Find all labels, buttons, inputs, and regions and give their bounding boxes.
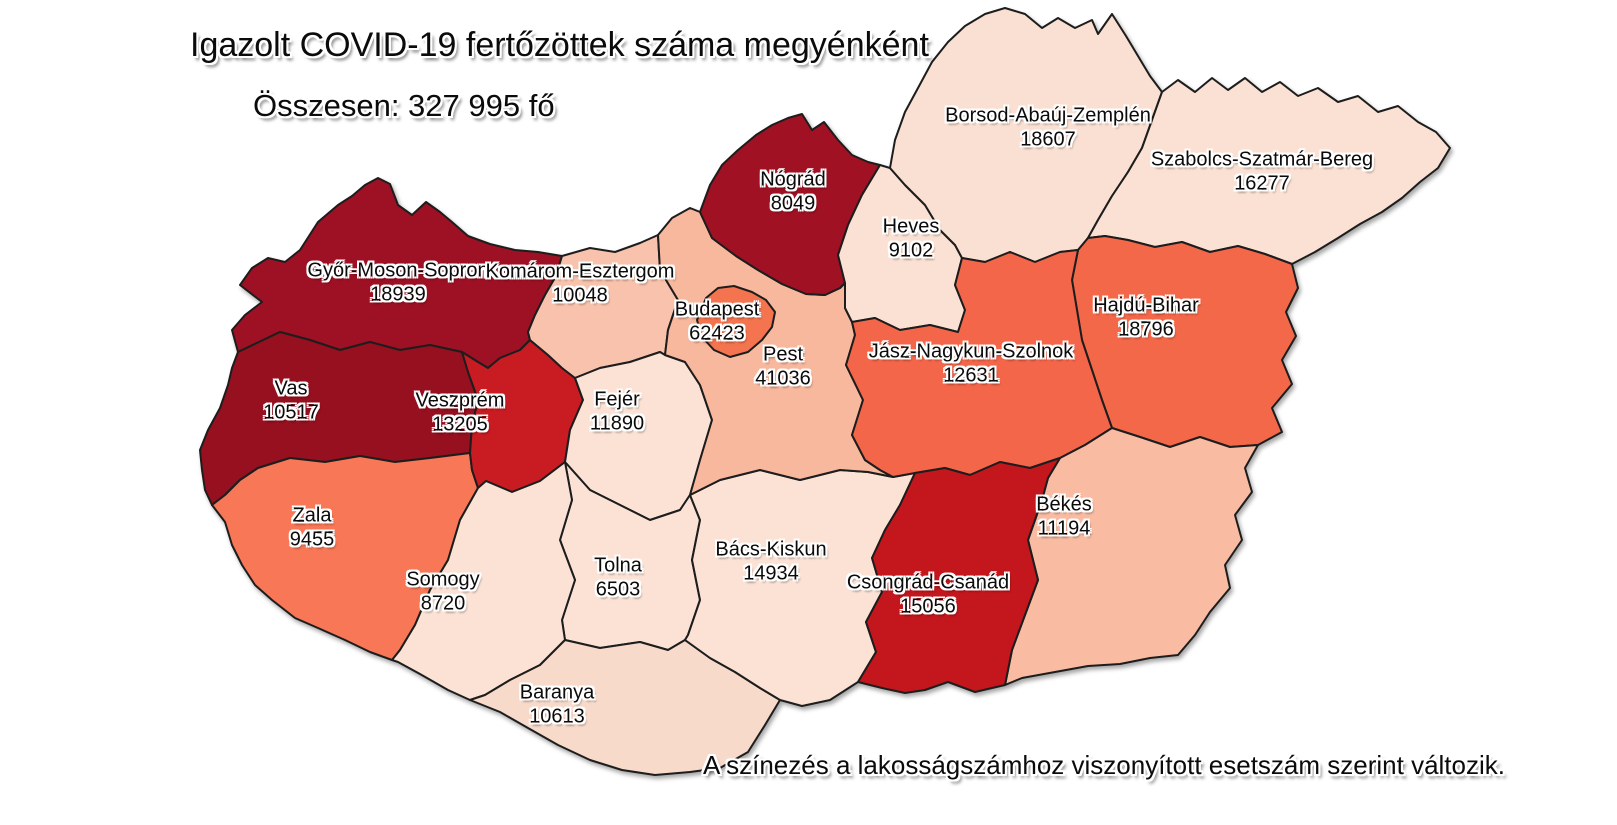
county-label-borsod-abauj-zemplen: Borsod-Abaúj-Zemplén 18607 [945,104,1151,151]
county-name: Zala [292,504,332,527]
county-budapest [696,285,776,358]
county-value: 6503 [595,578,641,600]
county-name: Somogy [406,568,480,591]
county-name: Tolna [594,554,642,577]
county-name: Borsod-Abaúj-Zemplén [945,104,1151,127]
county-name: Vas [274,377,308,400]
county-name: Fejér [594,388,640,411]
county-jasz-nagykun-szolnok [845,249,1113,478]
county-name: Heves [882,215,940,238]
county-name: Békés [1036,493,1092,516]
county-name: Bács-Kiskun [715,538,827,561]
county-value: 13205 [432,413,488,435]
county-label-szabolcs-szatmar-bereg: Szabolcs-Szatmár-Bereg 16277 [1151,148,1373,195]
county-name: Szabolcs-Szatmár-Bereg [1150,148,1374,171]
county-value: 62423 [689,322,745,344]
county-label-bacs-kiskun: Bács-Kiskun 14934 [715,538,826,585]
county-name: Csongrád-Csanád [846,571,1010,594]
county-name: Jász-Nagykun-Szolnok [868,340,1074,363]
county-name: Veszprém [415,389,505,412]
county-value: 14934 [743,562,799,584]
county-name: Nógrád [760,168,826,191]
county-value: 16277 [1234,172,1290,194]
county-value: 10613 [529,705,585,727]
county-value: 11194 [1037,517,1091,539]
county-baranya [469,639,781,776]
county-value: 11890 [589,412,645,434]
county-label-bekes: Békés 11194 [1036,493,1092,540]
page-title: Igazolt COVID-19 fertőzöttek száma megyé… [190,26,929,64]
county-label-fejer: Fejér 11890 [590,388,644,435]
county-name: Budapest [674,298,760,321]
county-label-jasz-nagykun-szolnok: Jász-Nagykun-Szolnok 12631 [869,340,1074,387]
county-value: 8049 [770,192,816,214]
county-value: 18796 [1118,318,1174,340]
county-value: 9102 [888,239,934,261]
county-name: Hajdú-Bihar [1093,294,1199,317]
county-label-vas: Vas 10517 [263,377,319,424]
county-label-csongrad-csanad: Csongrád-Csanád 15056 [847,571,1009,618]
county-name: Komárom-Esztergom [485,260,675,283]
county-value: 15056 [900,595,956,617]
county-value: 12631 [943,364,999,386]
county-label-gyor-moson-sopron: Győr-Moson-Sopron 18939 [307,259,488,306]
county-value: 18607 [1020,128,1076,150]
county-nograd [699,113,881,296]
county-label-pest: Pest 41036 [755,343,811,390]
county-name: Győr-Moson-Sopron [307,259,489,282]
county-value: 10048 [552,284,608,306]
county-name: Baranya [519,681,595,704]
county-value: 9455 [289,528,335,550]
county-label-baranya: Baranya 10613 [520,681,595,728]
county-name: Pest [762,343,804,366]
county-label-hajdu-bihar: Hajdú-Bihar 18796 [1093,294,1199,341]
county-label-komarom-esztergom: Komárom-Esztergom 10048 [486,260,675,307]
color-note: A színezés a lakosságszámhoz viszonyítot… [702,750,1505,780]
county-value: 8720 [420,592,466,614]
county-label-heves: Heves 9102 [883,215,940,262]
county-value: 10517 [263,401,319,423]
county-label-veszprem: Veszprém 13205 [416,389,505,436]
county-value: 41036 [755,367,811,389]
county-label-zala: Zala 9455 [290,504,335,551]
county-csongrad-csanad [857,457,1061,694]
county-label-somogy: Somogy 8720 [406,568,479,615]
county-label-budapest: Budapest 62423 [675,298,760,345]
county-label-tolna: Tolna 6503 [594,554,642,601]
county-label-nograd: Nógrád 8049 [760,168,826,215]
county-value: 18939 [370,283,426,305]
total-cases: Összesen: 327 995 fő [253,88,555,123]
